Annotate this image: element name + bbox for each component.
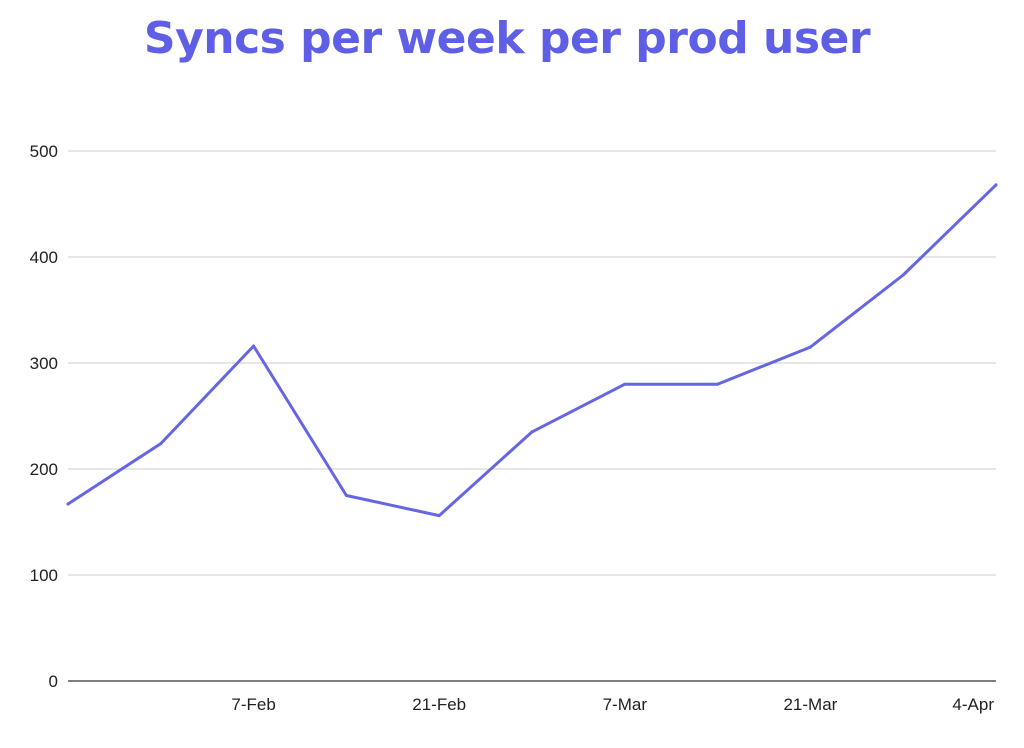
x-tick-label: 4-Apr	[952, 695, 994, 714]
x-axis-tick-labels: 7-Feb 21-Feb 7-Mar 21-Mar 4-Apr	[231, 695, 994, 714]
x-tick-label: 7-Feb	[231, 695, 275, 714]
data-point	[623, 382, 627, 386]
x-tick-label: 7-Mar	[603, 695, 648, 714]
y-tick-label: 400	[30, 248, 58, 267]
x-tick-label: 21-Feb	[412, 695, 466, 714]
y-tick-label: 100	[30, 566, 58, 585]
data-point	[252, 344, 256, 348]
data-point	[530, 430, 534, 434]
y-tick-label: 0	[49, 672, 58, 691]
data-point	[994, 183, 998, 187]
y-tick-label: 300	[30, 354, 58, 373]
x-tick-label: 21-Mar	[783, 695, 837, 714]
gridlines	[68, 150, 996, 576]
y-tick-label: 500	[30, 142, 58, 161]
series-layer	[66, 183, 998, 518]
y-axis-tick-labels: 0 100 200 300 400 500	[30, 142, 58, 691]
y-tick-label: 200	[30, 460, 58, 479]
series-line-0	[66, 183, 998, 518]
data-point	[66, 502, 70, 506]
data-point	[437, 514, 441, 518]
chart-title: Syncs per week per prod user	[143, 13, 871, 64]
data-point	[344, 494, 348, 497]
data-point	[159, 442, 163, 446]
data-point	[901, 273, 905, 277]
data-point	[716, 382, 720, 386]
data-point	[808, 345, 812, 349]
